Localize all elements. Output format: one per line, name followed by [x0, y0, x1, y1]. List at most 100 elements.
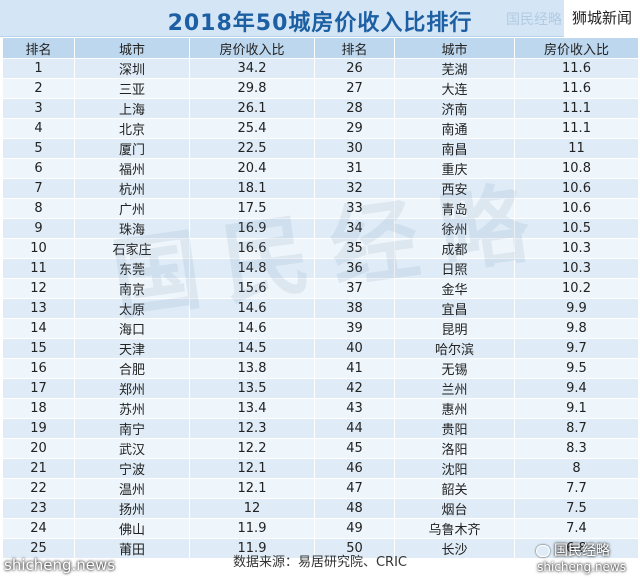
rank-cell: 50	[314, 538, 395, 559]
rank-cell: 41	[314, 358, 395, 379]
table-row: 22 温州 12.1 47 韶关 7.7	[2, 478, 639, 499]
rank-cell: 47	[314, 478, 395, 499]
ratio-cell: 9.4	[514, 378, 639, 399]
header-rank-right: 排名	[314, 37, 395, 59]
city-cell: 海口	[74, 318, 190, 339]
table-row: 19 南宁 12.3 44 贵阳 8.7	[2, 418, 639, 439]
rank-cell: 49	[314, 518, 395, 539]
rank-cell: 37	[314, 278, 395, 299]
rank-cell: 43	[314, 398, 395, 419]
ratio-cell: 14.5	[189, 338, 315, 359]
ratio-cell: 15.6	[189, 278, 315, 299]
table-row: 9 珠海 16.9 34 徐州 10.5	[2, 218, 639, 239]
rank-cell: 2	[2, 78, 75, 99]
city-cell: 武汉	[74, 438, 190, 459]
ratio-cell: 8.7	[514, 418, 639, 439]
ratio-cell: 7.5	[514, 498, 639, 519]
city-cell: 贵阳	[394, 418, 515, 439]
rank-cell: 3	[2, 98, 75, 119]
rank-cell: 1	[2, 58, 75, 79]
table-row: 17 郑州 13.5 42 兰州 9.4	[2, 378, 639, 399]
rank-cell: 23	[2, 498, 75, 519]
rank-cell: 48	[314, 498, 395, 519]
city-cell: 佛山	[74, 518, 190, 539]
city-cell: 大连	[394, 78, 515, 99]
ratio-cell: 9.8	[514, 318, 639, 339]
rank-cell: 34	[314, 218, 395, 239]
rank-cell: 10	[2, 238, 75, 259]
table-row: 6 福州 20.4 31 重庆 10.8	[2, 158, 639, 179]
city-cell: 深圳	[74, 58, 190, 79]
site-watermark-right: shicheng.news	[537, 560, 626, 574]
city-cell: 沈阳	[394, 458, 515, 479]
city-cell: 烟台	[394, 498, 515, 519]
city-cell: 兰州	[394, 378, 515, 399]
ratio-cell: 14.6	[189, 318, 315, 339]
ranking-table: 排名 城市 房价收入比 排名 城市 房价收入比 1 深圳 34.2 26 芜湖 11.6 2…	[2, 37, 639, 559]
rank-cell: 45	[314, 438, 395, 459]
city-cell: 成都	[394, 238, 515, 259]
rank-cell: 19	[2, 418, 75, 439]
ratio-cell: 18.1	[189, 178, 315, 199]
city-cell: 日照	[394, 258, 515, 279]
table-row: 13 太原 14.6 38 宜昌 9.9	[2, 298, 639, 319]
rank-cell: 32	[314, 178, 395, 199]
page-title: 2018年50城房价收入比排行	[167, 11, 473, 36]
table-row: 4 北京 25.4 29 南通 11.1	[2, 118, 639, 139]
rank-cell: 17	[2, 378, 75, 399]
rank-cell: 42	[314, 378, 395, 399]
city-cell: 西安	[394, 178, 515, 199]
city-cell: 徐州	[394, 218, 515, 239]
ratio-cell: 9.5	[514, 358, 639, 379]
rank-cell: 39	[314, 318, 395, 339]
data-source: 数据来源：易居研究院、CRIC	[232, 555, 408, 570]
rank-cell: 15	[2, 338, 75, 359]
table-row: 7 杭州 18.1 32 西安 10.6	[2, 178, 639, 199]
city-cell: 莆田	[74, 538, 190, 559]
ratio-cell: 8	[514, 458, 639, 479]
rank-cell: 13	[2, 298, 75, 319]
ratio-cell: 16.9	[189, 218, 315, 239]
rank-cell: 27	[314, 78, 395, 99]
city-cell: 哈尔滨	[394, 338, 515, 359]
table-body: 1 深圳 34.2 26 芜湖 11.6 2 三亚 29.8 27 大连 11.6 3 上海 26.1 28 济…	[2, 58, 639, 559]
city-cell: 珠海	[74, 218, 190, 239]
ratio-cell: 17.5	[189, 198, 315, 219]
ratio-cell: 20.4	[189, 158, 315, 179]
rank-cell: 36	[314, 258, 395, 279]
corner-tag: 狮城新闻	[563, 0, 640, 37]
city-cell: 苏州	[74, 398, 190, 419]
title-bar: 2018年50城房价收入比排行 国民经略 狮城新闻	[0, 0, 640, 37]
rank-cell: 6	[2, 158, 75, 179]
rank-cell: 8	[2, 198, 75, 219]
ratio-cell: 14.8	[189, 258, 315, 279]
table-row: 14 海口 14.6 39 昆明 9.8	[2, 318, 639, 339]
rank-cell: 5	[2, 138, 75, 159]
ratio-cell: 11.6	[514, 58, 639, 79]
rank-cell: 35	[314, 238, 395, 259]
city-cell: 合肥	[74, 358, 190, 379]
table-header-row: 排名 城市 房价收入比 排名 城市 房价收入比	[2, 37, 639, 59]
city-cell: 上海	[74, 98, 190, 119]
city-cell: 金华	[394, 278, 515, 299]
table-row: 3 上海 26.1 28 济南 11.1	[2, 98, 639, 119]
ratio-cell: 11.1	[514, 98, 639, 119]
header-city-right: 城市	[394, 37, 515, 59]
city-cell: 惠州	[394, 398, 515, 419]
city-cell: 温州	[74, 478, 190, 499]
city-cell: 乌鲁木齐	[394, 518, 515, 539]
table-row: 8 广州 17.5 33 青岛 10.6	[2, 198, 639, 219]
ratio-cell: 10.8	[514, 158, 639, 179]
city-cell: 南京	[74, 278, 190, 299]
ratio-cell: 12.1	[189, 478, 315, 499]
brand-watermark: 国民经略	[536, 540, 610, 560]
city-cell: 芜湖	[394, 58, 515, 79]
ratio-cell: 13.8	[189, 358, 315, 379]
table-row: 11 东莞 14.8 36 日照 10.3	[2, 258, 639, 279]
rank-cell: 21	[2, 458, 75, 479]
rank-cell: 33	[314, 198, 395, 219]
city-cell: 南昌	[394, 138, 515, 159]
rank-cell: 14	[2, 318, 75, 339]
header-city-left: 城市	[74, 37, 190, 59]
rank-cell: 18	[2, 398, 75, 419]
